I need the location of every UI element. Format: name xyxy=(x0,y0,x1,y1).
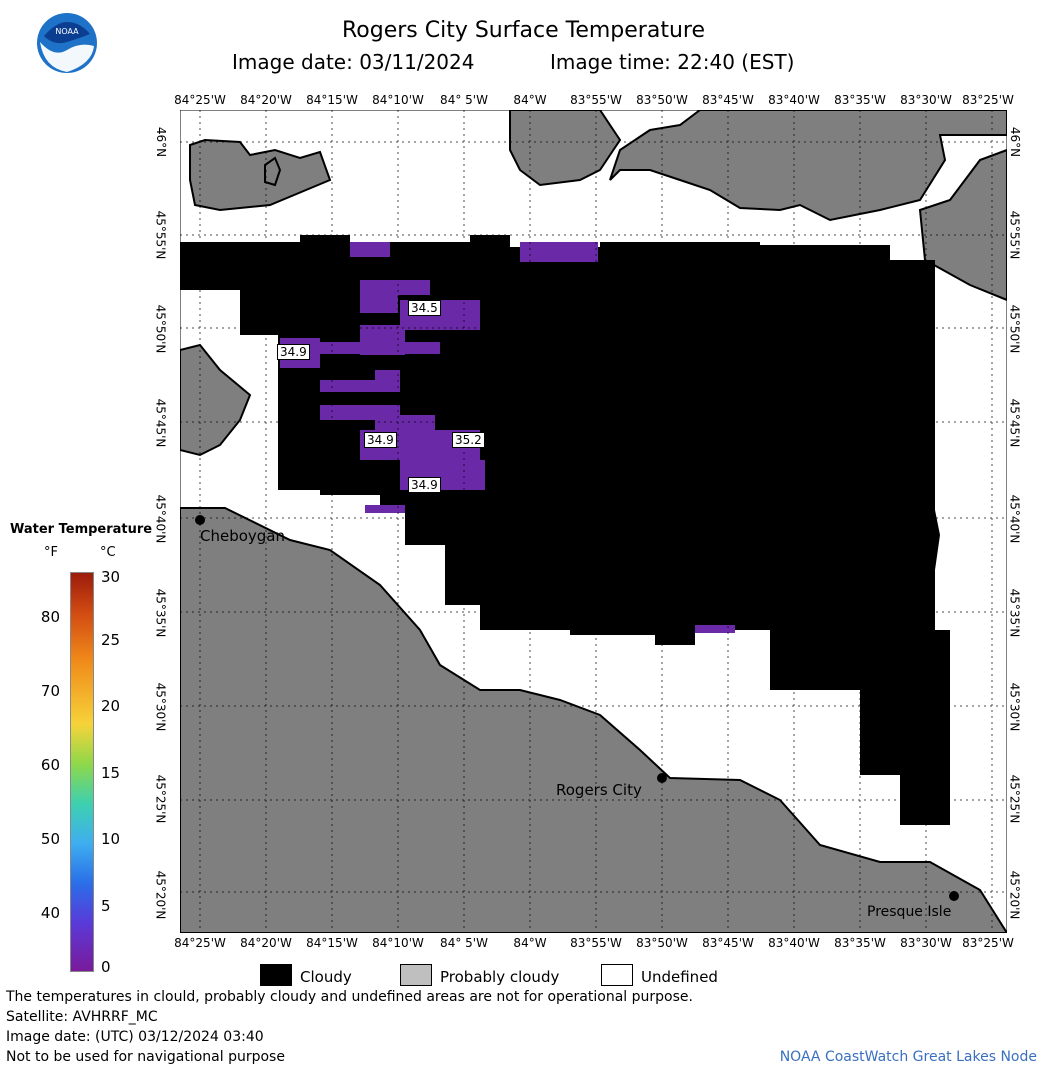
tick-c: 25 xyxy=(101,631,121,649)
lon-label: 84°25'W xyxy=(174,93,226,107)
key-probably-cloudy-swatch xyxy=(400,964,432,986)
land-north-island xyxy=(264,156,282,187)
lat-label: 45°35'N xyxy=(153,588,168,638)
tick-c: 10 xyxy=(101,830,121,848)
lat-label: 45°55'N xyxy=(1007,210,1022,260)
lon-label: 83°55'W xyxy=(570,93,622,107)
tick-c: 15 xyxy=(101,764,121,782)
place-presque-isle: Presque Isle xyxy=(867,904,952,920)
lat-label: 46°N xyxy=(154,126,169,158)
rogers-city-marker xyxy=(657,773,667,783)
land-north-strip xyxy=(509,110,622,187)
lon-label: 83°25'W xyxy=(962,936,1014,950)
temp-label-4: 35.2 xyxy=(452,432,485,448)
tick-f: 40 xyxy=(40,904,60,922)
lon-label: 83°45'W xyxy=(702,936,754,950)
cheboygan-marker xyxy=(195,515,205,525)
lon-label: 83°45'W xyxy=(702,93,754,107)
tick-f: 70 xyxy=(40,682,60,700)
lat-label: 45°35'N xyxy=(1007,588,1022,638)
lat-label: 45°50'N xyxy=(1007,304,1022,354)
place-cheboygan: Cheboygan xyxy=(200,527,286,545)
land-north-east xyxy=(609,110,1007,222)
key-cloudy-label: Cloudy xyxy=(300,968,352,986)
lon-label: 84°15'W xyxy=(306,93,358,107)
temp-label-1: 34.5 xyxy=(408,300,441,316)
legend-title: Water Temperature xyxy=(10,522,153,537)
lat-label: 46°N xyxy=(1008,126,1023,158)
logo-text: NOAA xyxy=(55,27,79,36)
footer-navigation-warning: Not to be used for navigational purpose xyxy=(6,1049,285,1065)
lon-label: 84°10'W xyxy=(372,93,424,107)
footer-credit: NOAA CoastWatch Great Lakes Node xyxy=(779,1049,1037,1065)
lat-label: 45°20'N xyxy=(1007,870,1022,920)
land-south-shore xyxy=(180,507,1007,933)
land-west-island xyxy=(180,343,252,457)
footer-satellite: Satellite: AVHRRF_MC xyxy=(6,1009,158,1025)
tick-f: 50 xyxy=(40,830,60,848)
temp-label-5: 34.9 xyxy=(408,477,441,493)
sst-map xyxy=(180,110,1007,933)
lon-label: 84° 5'W xyxy=(440,93,488,107)
lat-label: 45°45'N xyxy=(153,398,168,448)
lat-label: 45°40'N xyxy=(1007,494,1022,544)
lat-label: 45°30'N xyxy=(1007,682,1022,732)
lon-label: 83°50'W xyxy=(636,93,688,107)
lon-label: 83°25'W xyxy=(962,93,1014,107)
tick-c: 20 xyxy=(101,697,121,715)
tick-c: 5 xyxy=(101,897,111,915)
lon-label: 84°25'W xyxy=(174,936,226,950)
lat-label: 45°25'N xyxy=(1007,774,1022,824)
lat-label: 45°20'N xyxy=(153,870,168,920)
lon-label: 83°35'W xyxy=(834,936,886,950)
lat-label: 45°50'N xyxy=(153,304,168,354)
key-undefined-swatch xyxy=(601,964,633,986)
lat-label: 45°55'N xyxy=(153,210,168,260)
tick-c: 30 xyxy=(101,568,121,586)
lon-label: 83°50'W xyxy=(636,936,688,950)
lon-label: 84°20'W xyxy=(240,936,292,950)
lon-label: 83°40'W xyxy=(768,936,820,950)
temp-label-3: 34.9 xyxy=(364,432,397,448)
lon-label: 84°W xyxy=(513,936,547,950)
image-date-label: Image date: 03/11/2024 xyxy=(232,50,475,74)
lat-label: 45°40'N xyxy=(153,494,168,544)
place-rogers-city: Rogers City xyxy=(556,781,642,799)
tick-f: 80 xyxy=(40,608,60,626)
lon-label: 83°30'W xyxy=(900,936,952,950)
temp-label-2: 34.9 xyxy=(277,344,310,360)
lon-label: 84°W xyxy=(513,93,547,107)
map-title: Rogers City Surface Temperature xyxy=(341,18,706,43)
temperature-color-ramp xyxy=(70,572,94,972)
lon-label: 83°40'W xyxy=(768,93,820,107)
lon-label: 84°10'W xyxy=(372,936,424,950)
footer-disclaimer: The temperatures in clould, probably clo… xyxy=(6,989,693,1005)
presque-isle-marker xyxy=(949,891,959,901)
lon-label: 84°15'W xyxy=(306,936,358,950)
lon-label: 84° 5'W xyxy=(440,936,488,950)
lon-label: 84°20'W xyxy=(240,93,292,107)
noaa-logo: NOAA xyxy=(37,13,97,73)
lon-label: 83°55'W xyxy=(570,936,622,950)
lon-label: 83°35'W xyxy=(834,93,886,107)
legend-unit-c: °C xyxy=(100,545,116,560)
lon-label: 83°30'W xyxy=(900,93,952,107)
footer-image-date: Image date: (UTC) 03/12/2024 03:40 xyxy=(6,1029,264,1045)
legend-unit-f: °F xyxy=(44,545,58,560)
land-east-peninsula xyxy=(918,148,1007,302)
key-cloudy-swatch xyxy=(260,964,292,986)
key-probably-cloudy-label: Probably cloudy xyxy=(440,968,560,986)
lat-label: 45°30'N xyxy=(153,682,168,732)
tick-c: 0 xyxy=(101,958,111,976)
tick-f: 60 xyxy=(40,756,60,774)
lat-label: 45°45'N xyxy=(1007,398,1022,448)
graticule xyxy=(180,110,1007,933)
image-time-label: Image time: 22:40 (EST) xyxy=(550,50,795,74)
key-undefined-label: Undefined xyxy=(641,968,718,986)
lat-label: 45°25'N xyxy=(153,774,168,824)
